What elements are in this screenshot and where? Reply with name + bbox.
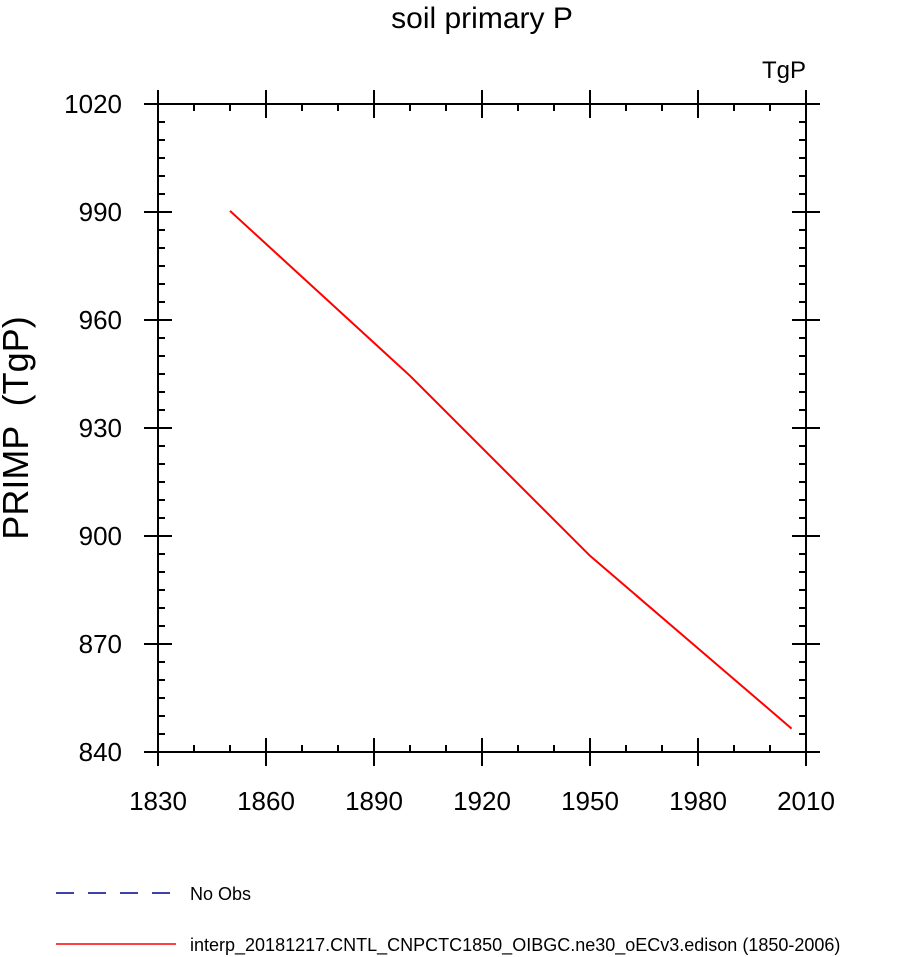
plot-area bbox=[144, 90, 820, 766]
series-line-0 bbox=[229, 210, 793, 730]
x-tick-label: 1920 bbox=[453, 786, 511, 816]
axis-ticks bbox=[144, 90, 820, 766]
legend-label-model-run: interp_20181217.CNTL_CNPCTC1850_OIBGC.ne… bbox=[190, 935, 840, 956]
y-tick-label: 900 bbox=[79, 521, 122, 551]
x-tick-label: 2010 bbox=[777, 786, 835, 816]
y-tick-label: 840 bbox=[79, 737, 122, 767]
plot-frame bbox=[157, 103, 807, 753]
x-tick-label: 1860 bbox=[237, 786, 295, 816]
y-tick-label: 960 bbox=[79, 305, 122, 335]
legend-label-no-obs: No Obs bbox=[190, 884, 251, 904]
y-tick-label: 870 bbox=[79, 629, 122, 659]
legend: No Obs interp_20181217.CNTL_CNPCTC1850_O… bbox=[56, 884, 840, 956]
chart-title: soil primary P bbox=[391, 2, 573, 35]
x-tick-label: 1830 bbox=[129, 786, 187, 816]
x-tick-labels: 1830 1860 1890 1920 1950 1980 2010 bbox=[129, 786, 835, 816]
units-label: TgP bbox=[762, 57, 806, 84]
x-tick-label: 1980 bbox=[669, 786, 727, 816]
y-tick-labels: 840 870 900 930 960 990 1020 bbox=[64, 89, 122, 767]
y-tick-label: 930 bbox=[79, 413, 122, 443]
y-tick-label: 1020 bbox=[64, 89, 122, 119]
x-tick-label: 1950 bbox=[561, 786, 619, 816]
y-axis-label: PRIMP (TgP) bbox=[0, 316, 36, 539]
x-tick-label: 1890 bbox=[345, 786, 403, 816]
y-tick-label: 990 bbox=[79, 197, 122, 227]
series-layer bbox=[229, 210, 793, 730]
